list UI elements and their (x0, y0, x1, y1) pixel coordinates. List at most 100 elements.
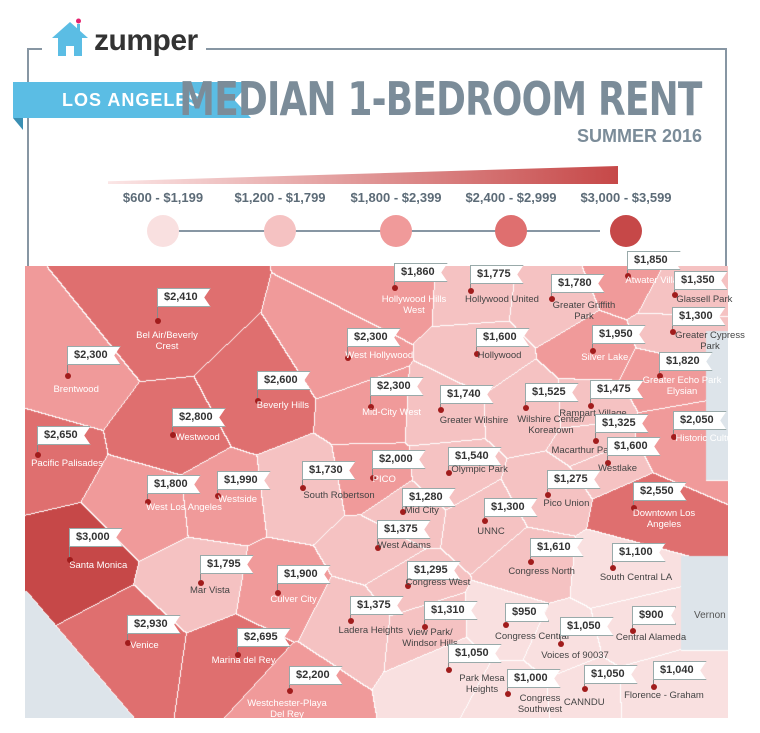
price-flag: $1,300 (484, 498, 538, 517)
location-marker (348, 618, 354, 624)
price-flag: $1,730 (302, 461, 356, 480)
price-flag: $1,375 (350, 596, 404, 615)
location-marker (593, 438, 599, 444)
location-marker (482, 518, 488, 524)
price-flag: $1,350 (674, 271, 728, 290)
price-flag: $2,600 (257, 371, 311, 390)
price-flag: $1,050 (584, 665, 638, 684)
city-ribbon (13, 82, 251, 118)
neighborhood-name: Park Mesa Heights (459, 673, 505, 695)
location-marker (198, 580, 204, 586)
legend-connector (150, 230, 600, 232)
price-flag: $2,695 (237, 628, 291, 647)
neighborhood-name: Macarthur Park (551, 445, 617, 456)
price-flag: $1,820 (659, 352, 713, 371)
price-flag: $1,275 (547, 470, 601, 489)
price-flag: $2,800 (172, 408, 226, 427)
neighborhood-name: Hollywood (477, 350, 522, 361)
price-flag: $1,375 (377, 520, 431, 539)
neighborhood-name: Mid City (404, 505, 439, 516)
location-marker (125, 640, 131, 646)
neighborhood-name: Westwood (175, 432, 220, 443)
neighborhood-name: Greater Cypress Park (675, 330, 745, 352)
location-marker (605, 460, 611, 466)
neighborhood-name: Greater Griffith Park (552, 300, 616, 322)
neighborhood-name: Ladera Heights (338, 625, 403, 636)
location-marker (370, 475, 376, 481)
location-marker (625, 273, 631, 279)
neighborhood-name: Glassell Park (676, 294, 733, 305)
neighborhood-name: Congress Southwest (517, 693, 563, 715)
location-marker (558, 641, 564, 647)
neighborhood-name: Congress West (405, 577, 471, 588)
location-marker (375, 545, 381, 551)
neighborhood-name: Marina del Rey (211, 655, 276, 666)
neighborhood-name: Pico Union (543, 498, 590, 509)
legend-label: $1,800 - $2,399 (350, 190, 442, 205)
location-marker (275, 590, 281, 596)
legend-label: $1,200 - $1,799 (234, 190, 326, 205)
neighborhood-name: Atwater Village (625, 275, 689, 286)
neighborhood-name: Voices of 90037 (541, 650, 609, 661)
price-flag: $2,000 (372, 450, 426, 469)
neighborhood-name: Wilshire Center/ Koreatown (517, 414, 585, 436)
neighborhood-name: PICO (372, 474, 396, 485)
price-flag: $1,850 (627, 251, 681, 270)
price-flag: $1,300 (672, 307, 726, 326)
neighborhood-name: UNNC (477, 526, 505, 537)
legend-label: $2,400 - $2,999 (465, 190, 557, 205)
price-flag: $1,600 (476, 328, 530, 347)
area-label-vernon: Vernon (694, 610, 726, 621)
price-flag: $1,800 (147, 475, 201, 494)
location-marker (545, 492, 551, 498)
location-marker (145, 499, 151, 505)
neighborhood-name: Bel Air/Beverly Crest (136, 330, 198, 352)
neighborhood-name: Hollywood Hills West (381, 294, 447, 316)
price-flag: $2,300 (67, 346, 121, 365)
location-marker (170, 432, 176, 438)
legend-item: $1,800 - $2,399 (336, 190, 456, 247)
neighborhood-name: Westchester-Playa Del Rey (247, 698, 327, 720)
legend-label: $600 - $1,199 (122, 190, 204, 205)
legend-swatch (610, 215, 642, 247)
neighborhood-name: South Central LA (599, 572, 673, 583)
location-marker (422, 624, 428, 630)
location-marker (505, 691, 511, 697)
legend-item: $2,400 - $2,999 (451, 190, 571, 247)
price-flag: $2,650 (37, 426, 91, 445)
price-flag: $1,040 (653, 661, 707, 680)
ribbon-fold (13, 118, 23, 130)
location-marker (345, 355, 351, 361)
neighborhood-name: Brentwood (53, 384, 99, 395)
neighborhood-name: West Adams (377, 540, 431, 551)
location-marker (657, 373, 663, 379)
location-marker (582, 686, 588, 692)
neighborhood-name: View Park/ Windsor Hills (402, 627, 458, 649)
legend-swatch (147, 215, 179, 247)
neighborhood-name: Mar Vista (190, 585, 230, 596)
city-label: LOS ANGELES (62, 90, 202, 110)
location-marker (392, 285, 398, 291)
legend-swatch (264, 215, 296, 247)
price-flag: $900 (632, 606, 677, 625)
location-marker (446, 470, 452, 476)
neighborhood-name: Central Alameda (615, 632, 687, 643)
zumper-logo: zumper (42, 14, 206, 58)
price-flag: $1,310 (424, 601, 478, 620)
location-marker (630, 628, 636, 634)
neighborhood-name: Hollywood United (465, 294, 539, 305)
neighborhood-name: Santa Monica (69, 560, 128, 571)
neighborhood-name: Venice (130, 640, 159, 651)
price-flag: $1,475 (590, 380, 644, 399)
price-flag: $2,930 (127, 615, 181, 634)
location-marker (438, 407, 444, 413)
price-flag: $1,600 (607, 437, 661, 456)
price-flag: $2,050 (673, 411, 727, 430)
legend-item: $3,000 - $3,599 (566, 190, 686, 247)
legend-swatch (495, 215, 527, 247)
location-marker (235, 652, 241, 658)
house-icon (52, 18, 88, 56)
location-marker (672, 292, 678, 298)
neighborhood-name: Silver Lake (581, 352, 629, 363)
location-marker (300, 485, 306, 491)
